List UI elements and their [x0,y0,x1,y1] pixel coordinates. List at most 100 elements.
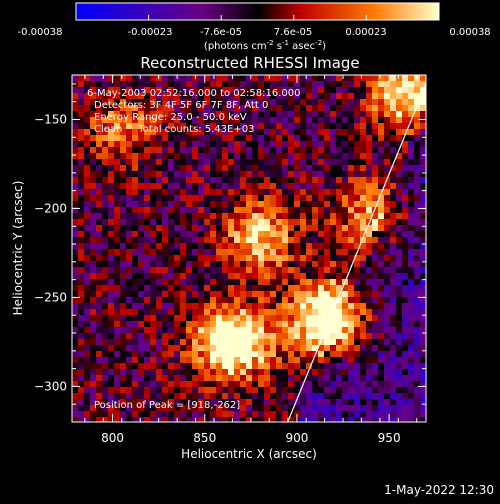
heatmap-cell [210,183,216,189]
heatmap-cell [162,315,168,321]
heatmap-cell [348,339,354,345]
heatmap-cell [156,333,162,339]
heatmap-cell [162,213,168,219]
heatmap-cell [294,357,300,363]
heatmap-cell [144,381,150,387]
heatmap-cell [144,117,150,123]
heatmap-cell [258,123,264,129]
heatmap-cell [384,243,390,249]
heatmap-cell [114,303,120,309]
heatmap-cell [114,117,120,123]
heatmap-cell [270,243,276,249]
heatmap-cell [396,339,402,345]
solar-limb-line [287,82,426,422]
heatmap-cell [114,75,120,81]
heatmap-cell [390,165,396,171]
heatmap-cell [162,99,168,105]
heatmap-cell [408,93,414,99]
heatmap-cell [144,147,150,153]
heatmap-cell [132,135,138,141]
heatmap-cell [126,177,132,183]
heatmap-cell [420,333,426,339]
heatmap-cell [336,399,342,405]
heatmap-cell [336,81,342,87]
heatmap-cell [204,285,210,291]
heatmap-cell [378,417,384,422]
heatmap-cell [384,195,390,201]
heatmap-cell [90,81,96,87]
heatmap-cell [312,231,318,237]
heatmap-cell [324,153,330,159]
heatmap-cell [120,381,126,387]
heatmap-cell [150,387,156,393]
heatmap-cell [354,75,360,81]
heatmap-cell [216,165,222,171]
heatmap-cell [372,111,378,117]
heatmap-cell [198,381,204,387]
heatmap-cell [186,183,192,189]
heatmap-cell [138,285,144,291]
heatmap-cell [348,147,354,153]
heatmap-cell [408,183,414,189]
heatmap-cell [78,147,84,153]
heatmap-cell [312,267,318,273]
heatmap-cell [288,339,294,345]
heatmap-cell [330,141,336,147]
heatmap-cell [90,201,96,207]
heatmap-cell [234,81,240,87]
heatmap-cell [294,201,300,207]
heatmap-cell [402,297,408,303]
heatmap-cell [378,297,384,303]
heatmap-cell [324,249,330,255]
heatmap-cell [330,405,336,411]
heatmap-cell [330,87,336,93]
heatmap-cell [366,393,372,399]
heatmap-cell [192,237,198,243]
heatmap-cell [234,147,240,153]
heatmap-cell [408,75,414,81]
heatmap-cell [186,201,192,207]
heatmap-cell [168,81,174,87]
heatmap-cell [234,135,240,141]
heatmap-cell [162,291,168,297]
heatmap-cell [102,81,108,87]
heatmap-cell [330,81,336,87]
x-tick-label: 800 [101,431,124,445]
heatmap-cell [348,117,354,123]
heatmap-cell [348,243,354,249]
heatmap-cell [156,393,162,399]
heatmap-cell [234,255,240,261]
heatmap-cell [264,75,270,81]
heatmap-cell [282,243,288,249]
heatmap-cell [276,351,282,357]
heatmap-cell [174,327,180,333]
heatmap-cell [120,309,126,315]
heatmap-cell [156,273,162,279]
heatmap-cell [198,345,204,351]
heatmap-cell [420,195,426,201]
heatmap-cell [78,93,84,99]
heatmap-cell [342,255,348,261]
heatmap-cell [264,177,270,183]
heatmap-cell [138,255,144,261]
heatmap-cell [90,291,96,297]
heatmap-cell [228,333,234,339]
heatmap-cell [288,231,294,237]
heatmap-cell [144,345,150,351]
heatmap-cell [264,249,270,255]
heatmap-cell [312,123,318,129]
heatmap-cell [108,81,114,87]
heatmap-cell [180,237,186,243]
heatmap-cell [270,153,276,159]
heatmap-cell [132,237,138,243]
heatmap-cell [96,387,102,393]
heatmap-cell [204,339,210,345]
heatmap-cell [396,75,402,81]
heatmap-cell [156,405,162,411]
heatmap-cell [72,171,78,177]
heatmap-cell [120,393,126,399]
heatmap-cell [126,273,132,279]
heatmap-cell [198,321,204,327]
heatmap-cell [186,279,192,285]
